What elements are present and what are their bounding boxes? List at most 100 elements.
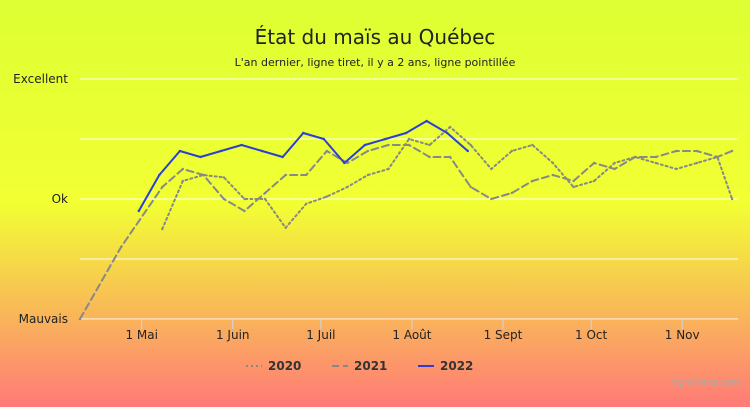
data-point[interactable] [446,131,449,135]
data-point[interactable] [119,245,123,249]
data-point[interactable] [654,161,657,165]
data-point[interactable] [260,149,264,153]
data-point[interactable] [346,185,349,189]
data-point[interactable] [428,143,431,147]
data-point[interactable] [592,161,596,165]
data-point[interactable] [78,317,82,321]
data-point[interactable] [592,179,596,183]
data-point[interactable] [222,176,226,179]
data-point[interactable] [675,149,678,153]
data-point[interactable] [346,161,349,165]
data-point[interactable] [407,143,411,147]
data-point[interactable] [613,167,616,171]
data-point[interactable] [613,161,616,165]
data-point[interactable] [572,185,575,189]
legend[interactable]: 2020 2021 2022 [246,359,473,373]
data-point[interactable] [263,197,267,201]
data-point[interactable] [490,167,493,171]
data-point[interactable] [654,155,657,159]
plot-area [78,119,734,321]
data-point[interactable] [551,173,555,177]
data-point[interactable] [469,143,472,147]
data-point[interactable] [366,173,370,177]
legend-label: 2020 [268,359,301,373]
y-tick-label: Ok [52,192,68,206]
x-tick-label: 1 Oct [575,328,607,342]
legend-item-2021[interactable]: 2021 [332,359,387,373]
data-point[interactable] [387,167,390,171]
data-point[interactable] [219,149,223,153]
data-point[interactable] [161,227,164,231]
credits-link[interactable]: highcharts.com [670,378,740,388]
data-point[interactable] [730,149,734,153]
data-point[interactable] [695,149,699,153]
legend-item-2022[interactable]: 2022 [418,359,473,373]
data-point[interactable] [161,185,164,189]
series-2021[interactable] [78,143,734,321]
data-point[interactable] [730,197,734,201]
data-point[interactable] [428,155,431,159]
data-point[interactable] [466,149,469,153]
data-point[interactable] [366,149,370,153]
legend-label: 2022 [440,359,473,373]
data-point[interactable] [243,197,246,201]
data-point[interactable] [178,149,182,153]
data-point[interactable] [387,143,390,147]
data-point[interactable] [137,209,140,213]
data-point[interactable] [322,137,325,141]
data-point[interactable] [510,191,513,195]
data-point[interactable] [263,191,267,195]
data-point[interactable] [531,179,534,183]
data-point[interactable] [305,173,308,177]
chart-title: État du maïs au Québec [255,25,496,49]
data-point[interactable] [634,155,637,159]
data-point[interactable] [202,173,205,177]
y-tick-label: Excellent [13,72,68,86]
legend-item-2020[interactable]: 2020 [246,359,301,373]
data-point[interactable] [181,167,184,171]
data-point[interactable] [384,137,387,141]
data-point[interactable] [305,202,308,205]
data-point[interactable] [302,131,305,135]
data-point[interactable] [448,125,452,129]
x-tick-label: 1 Juin [216,328,250,342]
data-point[interactable] [551,161,555,165]
x-tick-label: 1 Mai [125,328,158,342]
series-2022[interactable] [137,119,469,213]
data-point[interactable] [510,149,513,153]
x-tick-label: 1 Sept [484,328,523,342]
x-tick-label: 1 Juil [306,328,335,342]
data-point[interactable] [531,143,534,147]
data-point[interactable] [404,131,408,135]
data-point[interactable] [572,179,575,183]
x-axis [80,319,738,329]
data-point[interactable] [284,226,287,229]
data-point[interactable] [325,195,328,198]
data-point[interactable] [243,209,246,213]
data-point[interactable] [281,155,284,159]
data-point[interactable] [695,161,699,165]
data-point[interactable] [425,119,428,123]
data-point[interactable] [675,167,678,171]
data-point[interactable] [716,155,719,159]
data-point[interactable] [158,173,161,177]
data-point[interactable] [363,143,367,147]
data-point[interactable] [325,149,328,153]
data-point[interactable] [448,155,452,159]
x-tick-label: 1 Nov [665,328,700,342]
y-axis: Mauvais Ok Excellent [13,72,68,326]
data-point[interactable] [199,155,202,159]
data-point[interactable] [284,173,287,177]
data-point[interactable] [407,137,411,141]
data-point[interactable] [240,143,243,147]
data-point[interactable] [222,197,226,201]
x-axis-labels: 1 Mai 1 Juin 1 Juil 1 Août 1 Sept 1 Oct 1 Nov [125,328,699,342]
data-point[interactable] [343,161,346,165]
data-point[interactable] [181,179,184,183]
data-point[interactable] [490,197,493,201]
data-point[interactable] [469,185,472,189]
chart-subtitle: L'an dernier, ligne tiret, il y a 2 ans,… [235,56,516,69]
